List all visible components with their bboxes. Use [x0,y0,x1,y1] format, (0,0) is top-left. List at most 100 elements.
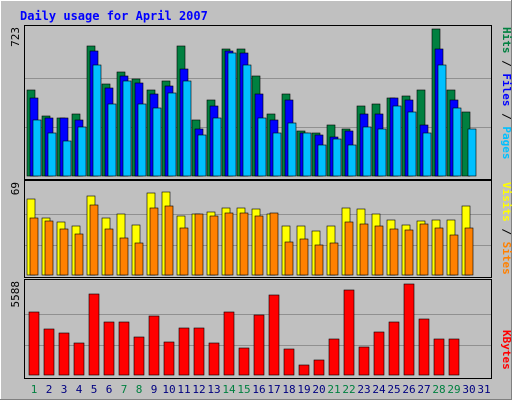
legend-sep-3: / [500,222,512,242]
bar-sites-day-17 [269,212,279,276]
bar-kbytes-day-29 [448,338,460,376]
bar-kbytes-day-6 [103,321,115,376]
bar-pages-day-2 [47,132,57,177]
legend-kbytes: KBytes [500,330,512,370]
bar-pages-day-26 [407,111,417,177]
day-label-15: 15 [237,383,250,396]
bar-pages-day-5 [92,64,102,177]
visits-sites-panel [24,180,492,278]
bar-pages-day-22 [347,144,357,177]
day-label-24: 24 [372,383,386,396]
bar-sites-day-25 [389,228,399,276]
panel-top-frame [24,25,492,180]
bar-kbytes-day-20 [313,359,325,376]
bar-pages-day-16 [257,117,267,177]
bar-kbytes-day-17 [268,294,280,376]
day-label-6: 6 [106,383,113,396]
day-label-21: 21 [327,383,340,396]
day-label-9: 9 [151,383,158,396]
bar-sites-day-30 [464,227,474,276]
day-label-19: 19 [297,383,310,396]
kbytes-panel [24,279,492,379]
bar-pages-day-6 [107,103,117,177]
bar-pages-day-8 [137,103,147,177]
bar-kbytes-day-13 [208,342,220,376]
bar-pages-day-10 [167,92,177,177]
day-label-11: 11 [177,383,190,396]
bar-sites-day-5 [89,204,99,276]
day-label-2: 2 [46,383,53,396]
day-label-25: 25 [387,383,400,396]
max-hits-label: 723 [9,27,22,47]
max-visits-label: 69 [9,182,22,195]
day-label-17: 17 [267,383,280,396]
bar-sites-day-9 [149,207,159,276]
bar-kbytes-day-15 [238,347,250,376]
bar-sites-day-28 [434,227,444,276]
bar-pages-day-7 [122,80,132,177]
day-label-14: 14 [222,383,236,396]
bar-kbytes-day-14 [223,311,235,376]
bar-sites-day-11 [179,227,189,276]
legend-pages: Pages [500,126,512,159]
bar-sites-day-23 [359,223,369,276]
bar-kbytes-day-1 [28,311,40,376]
bar-pages-day-3 [62,140,72,177]
max-kbytes-label: 5588 [9,281,22,308]
bar-pages-day-17 [272,132,282,177]
bar-kbytes-day-24 [373,331,385,376]
bar-pages-day-14 [227,52,237,177]
legend-bot: KBytes [500,330,512,370]
chart-title: Daily usage for April 2007 [20,9,208,23]
bar-pages-day-28 [437,64,447,177]
bar-sites-day-7 [119,237,129,276]
bar-kbytes-day-27 [418,318,430,376]
bar-kbytes-day-2 [43,328,55,376]
day-label-22: 22 [342,383,355,396]
bar-sites-day-2 [44,220,54,276]
bar-kbytes-day-9 [148,315,160,376]
legend-sites: Sites [500,242,512,275]
bar-kbytes-day-26 [403,283,415,376]
bar-kbytes-day-7 [118,321,130,376]
legend-sep-2: / [500,107,512,127]
bar-kbytes-day-28 [433,338,445,376]
bar-kbytes-day-18 [283,348,295,376]
bar-pages-day-25 [392,105,402,177]
bar-sites-day-26 [404,229,414,276]
bar-pages-day-4 [77,126,87,177]
day-label-8: 8 [136,383,143,396]
bar-sites-day-20 [314,244,324,276]
day-label-18: 18 [282,383,295,396]
day-label-12: 12 [192,383,205,396]
bar-pages-day-9 [152,107,162,177]
hits-files-pages-panel [24,25,492,180]
bar-kbytes-day-11 [178,327,190,376]
panel-mid-frame [24,180,492,278]
bar-pages-day-24 [377,128,387,177]
bar-kbytes-day-25 [388,321,400,376]
legend-top: Hits / Files / Pages [500,27,512,160]
legend-mid: Visits / Sites [500,182,512,275]
bar-pages-day-29 [452,107,462,177]
bar-kbytes-day-22 [343,289,355,376]
bar-sites-day-4 [74,233,84,276]
bar-kbytes-day-5 [88,293,100,376]
day-label-1: 1 [31,383,38,396]
bar-pages-day-15 [242,64,252,177]
day-label-7: 7 [121,383,128,396]
day-label-30: 30 [462,383,475,396]
day-label-13: 13 [207,383,220,396]
legend-sep-1: / [500,54,512,74]
day-label-23: 23 [357,383,370,396]
bar-pages-day-30 [467,128,477,177]
bar-pages-day-18 [287,122,297,177]
bar-sites-day-12 [194,213,204,276]
day-label-10: 10 [162,383,175,396]
legend-visits: Visits [500,182,512,222]
day-label-4: 4 [76,383,83,396]
bar-pages-day-23 [362,126,372,177]
day-label-31: 31 [477,383,490,396]
bar-sites-day-22 [344,221,354,276]
bar-pages-day-13 [212,117,222,177]
